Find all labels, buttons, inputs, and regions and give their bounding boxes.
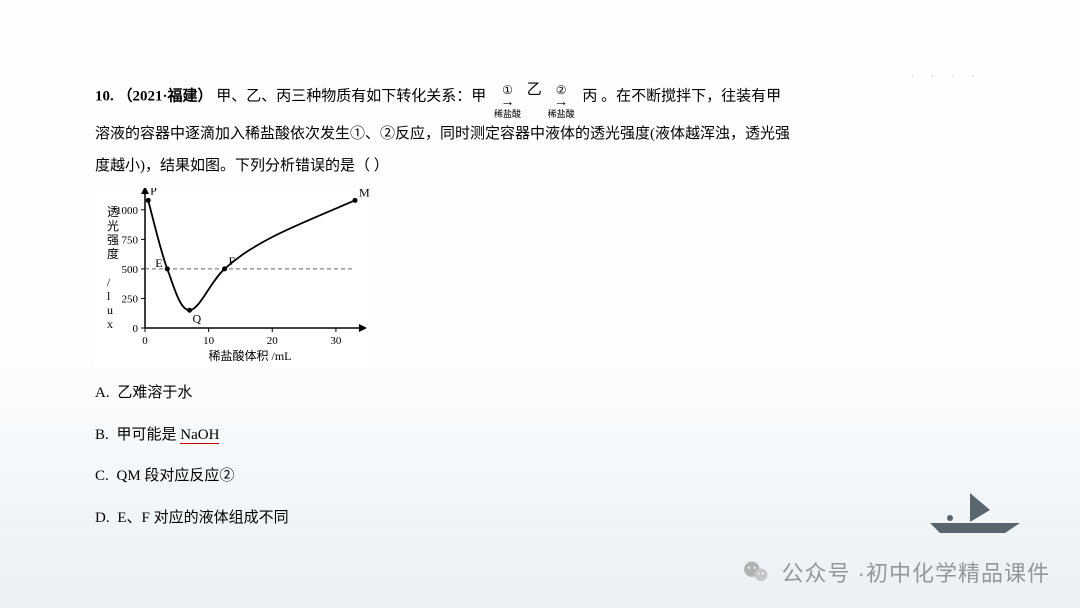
- light-intensity-chart: 025050075010000102030PEQFM透光强度 /lux稀盐酸体积…: [95, 188, 375, 368]
- conversion-chain: ① → 稀盐酸 乙 ② → 稀盐酸: [492, 75, 577, 119]
- wechat-icon: [742, 558, 770, 586]
- stem-part-1: 甲、乙、丙三种物质有如下转化关系：甲: [216, 88, 486, 104]
- question-number: 10.: [95, 88, 114, 104]
- svg-text:0: 0: [133, 323, 139, 335]
- option-A-text: 乙难溶于水: [117, 385, 192, 401]
- option-C-text: QM 段对应反应②: [117, 468, 235, 484]
- question-block: 10. （2021·福建） 甲、乙、丙三种物质有如下转化关系：甲 ① → 稀盐酸…: [95, 75, 975, 534]
- svg-text:x: x: [107, 317, 113, 331]
- svg-text:光: 光: [107, 219, 119, 233]
- svg-text:30: 30: [330, 335, 342, 347]
- svg-text:度: 度: [107, 246, 119, 261]
- svg-text:750: 750: [122, 234, 139, 246]
- watermark-prefix: 公众号 ·: [782, 556, 866, 588]
- mid-substance: 乙: [527, 82, 542, 98]
- svg-text:透: 透: [107, 205, 119, 219]
- stem-line-2: 溶液的容器中逐滴加入稀盐酸依次发生①、②反应，同时测定容器中液体的透光强度(液体…: [95, 126, 790, 142]
- question-source: （2021·福建）: [118, 88, 213, 104]
- chart-container: 025050075010000102030PEQFM透光强度 /lux稀盐酸体积…: [95, 188, 375, 368]
- option-A: A. 乙难溶于水: [95, 378, 975, 410]
- stem-part-2: 丙 。在不断搅拌下，往装有甲: [582, 88, 781, 104]
- option-D-text: E、F 对应的液体组成不同: [117, 510, 288, 526]
- svg-text:Q: Q: [193, 311, 202, 325]
- svg-text:F: F: [229, 254, 236, 268]
- svg-text:E: E: [155, 256, 162, 270]
- arrow2-below-label: 稀盐酸: [548, 110, 575, 119]
- option-B-marked: NaOH: [180, 427, 219, 444]
- question-stem: 10. （2021·福建） 甲、乙、丙三种物质有如下转化关系：甲 ① → 稀盐酸…: [95, 75, 975, 182]
- option-B: B. 甲可能是 NaOH: [95, 420, 975, 452]
- svg-text:u: u: [107, 303, 113, 317]
- watermark-name: 初中化学精品课件: [866, 556, 1050, 588]
- option-C: C. QM 段对应反应②: [95, 461, 975, 493]
- arrow1-symbol: →: [501, 96, 515, 110]
- watermark: 公众号 · 初中化学精品课件: [742, 556, 1050, 588]
- stem-line-3: 度越小)，结果如图。下列分析错误的是（ ）: [95, 158, 389, 174]
- svg-text:P: P: [150, 188, 157, 197]
- arrow2-symbol: →: [554, 96, 568, 110]
- svg-text:1000: 1000: [116, 205, 139, 217]
- svg-text:0: 0: [142, 335, 148, 347]
- svg-text:稀盐酸体积 /mL: 稀盐酸体积 /mL: [209, 348, 292, 363]
- arrow1-below-label: 稀盐酸: [494, 110, 521, 119]
- svg-text:M: M: [359, 188, 370, 199]
- svg-text:500: 500: [122, 264, 139, 276]
- option-B-prefix: 甲可能是: [117, 427, 181, 443]
- svg-text:20: 20: [267, 335, 279, 347]
- option-D: D. E、F 对应的液体组成不同: [95, 503, 975, 535]
- svg-text:10: 10: [203, 335, 215, 347]
- svg-text:250: 250: [122, 293, 139, 305]
- svg-text:强: 强: [107, 233, 119, 247]
